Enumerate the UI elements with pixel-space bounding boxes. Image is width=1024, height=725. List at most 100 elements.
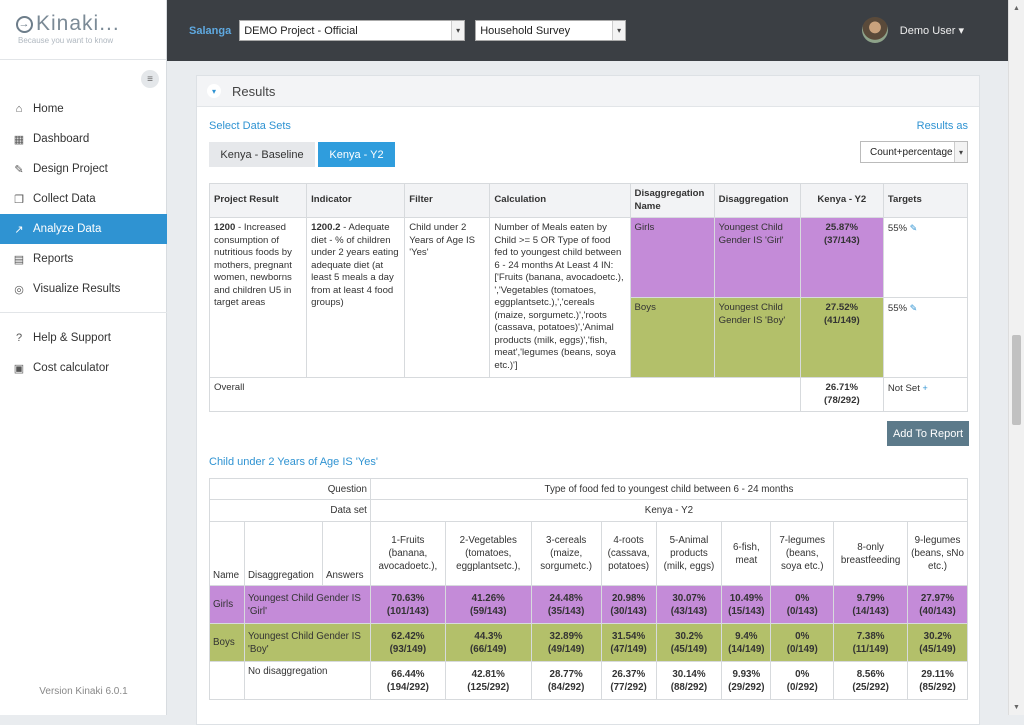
col-indicator: Indicator (306, 183, 406, 218)
sidebar-item-dashboard[interactable]: ▦ Dashboard (0, 124, 167, 154)
value-overall: 26.71% (78/292) (799, 377, 884, 412)
scroll-up-icon[interactable]: ▲ (1013, 4, 1020, 12)
sidebar-item-visualize-results[interactable]: ◎ Visualize Results (0, 274, 167, 304)
table-row: Overall 26.71% (78/292) Not Set + (209, 377, 969, 412)
sidebar-item-label: Design Project (33, 163, 108, 175)
value-pct: 66.44% (391, 668, 425, 680)
overall-label: Overall (209, 377, 801, 412)
value-pct: 10.49% (729, 592, 763, 604)
value-pct: 30.14% (672, 668, 706, 680)
value-pct: 70.63% (391, 592, 425, 604)
select-data-sets-label: Select Data Sets (209, 120, 291, 132)
target-value: 55% (887, 303, 908, 314)
sidebar-item-label: Cost calculator (33, 362, 110, 374)
sidebar-item-reports[interactable]: ▤ Reports (0, 244, 167, 274)
avatar (861, 17, 888, 43)
pencil-icon[interactable]: ✎ (909, 223, 918, 233)
value-pct: 0% (795, 630, 810, 642)
value-cell: 41.26% (59/143) (444, 585, 532, 624)
value-cell: 30.07% (43/143) (655, 585, 723, 624)
value-count: (0/292) (786, 681, 818, 693)
results-as-select[interactable]: Count+percentage ▾ (860, 141, 968, 163)
value-pct: 62.42% (391, 630, 425, 642)
value-cell: 7.38% (11/149) (833, 623, 909, 662)
value-pct: 26.71% (825, 382, 859, 393)
disagg-boys: Youngest Child Gender IS 'Boy' (713, 297, 801, 378)
plus-icon[interactable]: + (922, 383, 928, 393)
value-pct: 30.2% (675, 630, 703, 642)
table-row: Girls Youngest Child Gender IS 'Girl' 70.6… (209, 585, 968, 624)
col-disaggregation: Disaggregation (243, 521, 323, 586)
sidebar: → Kinaki... Because you want to know ≡ ⌂… (0, 0, 167, 715)
value-cell: 20.98% (30/143) (600, 585, 657, 624)
value-count: (66/149) (470, 643, 507, 655)
value-girls: 25.87% (37/143) (799, 217, 884, 298)
value-count: (45/149) (670, 643, 708, 655)
value-count: (41/149) (823, 314, 860, 326)
dataset-text: Kenya - Y2 (369, 499, 969, 522)
project-select[interactable]: DEMO Project - Official ▾ (239, 20, 466, 41)
user-menu[interactable]: Demo User ▾ (861, 17, 964, 43)
sidebar-item-cost-calculator[interactable]: ▣ Cost calculator (0, 353, 167, 383)
value-pct: 27.52% (825, 302, 859, 313)
sidebar-item-home[interactable]: ⌂ Home (0, 94, 167, 124)
value-count: (11/149) (852, 643, 889, 655)
value-pct: 9.79% (856, 592, 885, 604)
answer-header: 6-fish, meat (721, 521, 772, 586)
row-disaggregation: Youngest Child Gender IS 'Boy' (243, 623, 371, 662)
value-count: (0/143) (786, 605, 818, 617)
menu-collapse-icon[interactable]: ≡ (141, 70, 159, 88)
target-value: 55% (887, 223, 908, 234)
disagg-name-boys: Boys (629, 297, 715, 378)
value-cell: 44.3% (66/149) (444, 623, 532, 662)
target-girls: 55% ✎ (882, 217, 969, 298)
scroll-down-icon[interactable]: ▼ (1013, 703, 1020, 711)
sidebar-item-label: Home (33, 103, 64, 115)
value-cell: 66.44% (194/292) (369, 661, 446, 700)
value-count: (40/143) (919, 605, 956, 617)
project-select-value: DEMO Project - Official (244, 24, 358, 37)
add-to-report-button[interactable]: Add To Report (887, 421, 969, 446)
value-cell: 24.48% (35/143) (530, 585, 602, 624)
value-cell: 62.42% (93/149) (369, 623, 446, 662)
indicator-text: - Adequate diet - % of children under 2 … (311, 222, 399, 308)
dataset-kenya-y2[interactable]: Kenya - Y2 (318, 142, 395, 167)
results-header[interactable]: ▾ Results (197, 76, 979, 107)
value-cell: 26.37% (77/292) (600, 661, 657, 700)
logo[interactable]: → Kinaki... Because you want to know (0, 0, 166, 60)
filter-link[interactable]: Child under 2 Years of Age IS 'Yes' (209, 456, 378, 468)
value-cell: 70.63% (101/143) (369, 585, 446, 624)
question-text: Type of food fed to youngest child betwe… (369, 478, 969, 500)
value-pct: 9.4% (735, 630, 758, 642)
value-cell: 0% (0/143) (770, 585, 835, 624)
detail-table: Question Type of food fed to youngest ch… (209, 478, 969, 700)
value-count: (37/143) (823, 234, 860, 246)
results-panel: ▾ Results Select Data Sets Results as Ke… (196, 75, 980, 725)
pencil-icon[interactable]: ✎ (909, 303, 918, 313)
table-header-row: Project Result Indicator Filter Calculat… (208, 183, 969, 218)
answer-header: 7-legumes (beans, soya etc.) (770, 521, 835, 586)
value-pct: 20.98% (611, 592, 646, 604)
value-count: (14/149) (728, 643, 765, 655)
answer-header: 9-legumes (beans, sNo etc.) (907, 521, 968, 586)
brand-name: Kinaki... (36, 12, 120, 35)
question-label: Question (209, 478, 371, 500)
scroll-thumb[interactable] (1012, 335, 1021, 425)
sidebar-item-design-project[interactable]: ✎ Design Project (0, 154, 167, 184)
sidebar-item-help[interactable]: ? Help & Support (0, 323, 167, 353)
project-result-text: - Increased consumption of nutritious fo… (214, 222, 292, 308)
calculator-icon: ▣ (13, 362, 25, 375)
dataset-kenya-baseline[interactable]: Kenya - Baseline (209, 142, 315, 167)
sidebar-nav: ⌂ Home ▦ Dashboard ✎ Design Project ❐ Co… (0, 94, 167, 383)
dataset-label: Data set (209, 499, 371, 522)
value-cell: 30.2% (45/149) (907, 623, 968, 662)
table-row: 1200 - Increased consumption of nutritio… (208, 217, 969, 378)
value-pct: 32.89% (549, 630, 583, 642)
caret-down-icon[interactable]: ▾ (207, 84, 221, 98)
target-overall: Not Set + (882, 377, 969, 412)
survey-select[interactable]: Household Survey ▾ (475, 20, 627, 41)
help-icon: ? (15, 332, 23, 344)
scrollbar[interactable]: ▲ ▼ (1008, 0, 1024, 715)
sidebar-item-collect-data[interactable]: ❐ Collect Data (0, 184, 167, 214)
sidebar-item-analyze-data[interactable]: ↗ Analyze Data (0, 214, 167, 244)
